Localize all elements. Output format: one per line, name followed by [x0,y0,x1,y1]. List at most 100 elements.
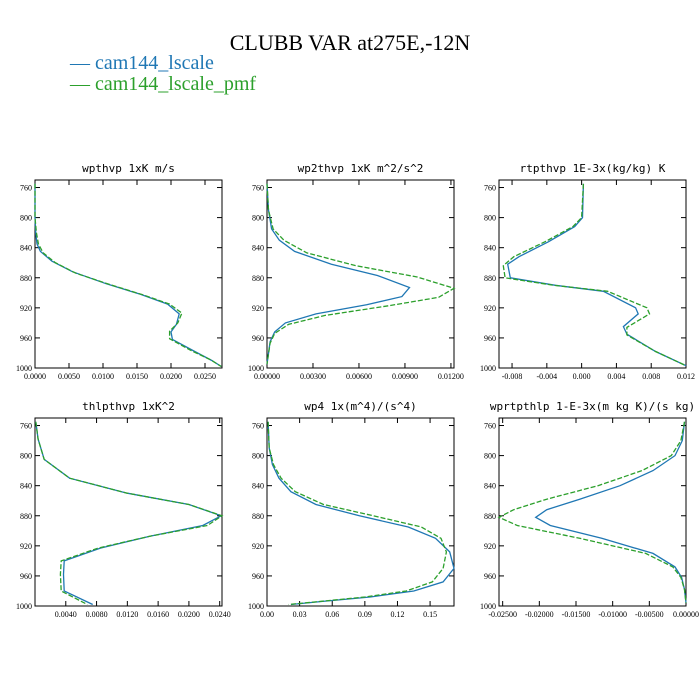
y-tick-label: 760 [484,422,496,431]
legend-label-0: cam144_lscale [95,52,214,74]
legend-line-1: — [70,73,95,95]
series-line-cam144_lscale [34,183,222,368]
panel-title-5: wprtpthlp 1-E-3x(m kg K)/(s kg) [490,400,695,413]
y-tick-label: 880 [20,274,32,283]
panel-4: wp4 1x(m^4)/(s^4)76080084088092096010000… [248,400,455,619]
x-tick-label: 0.0040 [55,610,77,619]
legend-item-1: — cam144_lscale_pmf [70,73,256,96]
panel-frame-1 [266,179,455,369]
x-tick-label: 0.12 [390,610,404,619]
x-tick-label: 0.15 [423,610,437,619]
x-tick-label: 0.008 [642,372,660,381]
y-tick-label: 960 [20,572,32,581]
y-tick-label: 800 [20,452,32,461]
x-tick-label: -0.008 [502,372,523,381]
x-tick-label: -0.01500 [562,610,591,619]
y-tick-label: 960 [484,334,496,343]
y-tick-label: 800 [484,214,496,223]
y-tick-label: 840 [252,244,264,253]
x-tick-label: -0.02000 [525,610,554,619]
series-line-cam144_lscale [35,421,223,606]
x-tick-label: 0.03 [293,610,307,619]
panel-5: wprtpthlp 1-E-3x(m kg K)/(s kg) 760 800 840… [480,400,699,619]
y-tick-label: 1000 [480,364,496,373]
y-tick-label: 1000 [248,364,264,373]
series-line-cam144_lscale [266,183,411,365]
legend-line-0: — [70,52,95,74]
y-tick-label: 920 [20,542,32,551]
panel-frame-0 [34,179,223,369]
y-tick-label: 840 [20,244,32,253]
panel-title-1: wp2thvp 1xK m^2/s^2 [298,162,424,175]
x-tick-label: 0.00600 [346,372,372,381]
x-tick-label: 0.004 [607,372,625,381]
y-tick-label: 920 [484,304,496,313]
x-tick-label: 0.0080 [86,610,108,619]
series-line-cam144_lscale [267,421,455,606]
y-tick-label: 920 [252,542,264,551]
y-tick-label: 840 [484,244,496,253]
y-tick-label: 1000 [480,602,496,611]
x-tick-label: 0.00 [260,610,274,619]
y-tick-label: 760 [484,184,496,193]
x-tick-label: 0.00000 [673,610,699,619]
y-tick-label: 800 [252,452,264,461]
y-tick-label: 880 [20,512,32,521]
x-tick-label: -0.01000 [598,610,627,619]
panel-title-0: wpthvp 1xK m/s [82,162,175,175]
series-line-cam144_lscale_pmf [266,183,456,365]
x-tick-label: 0.000 [573,372,591,381]
series-line-cam144_lscale_pmf [267,421,448,606]
y-tick-label: 960 [484,572,496,581]
panel-2: rtpthvp 1E-3x(kg/kg) K 760 800 840 880 920 960… [480,162,695,381]
y-tick-label: 840 [252,482,264,491]
y-tick-label: 1000 [248,602,264,611]
panel-title-2: rtpthvp 1E-3x(kg/kg) K [520,162,666,175]
series-line-cam144_lscale_pmf [497,421,687,604]
series-line-cam144_lscale_pmf [34,183,222,368]
x-tick-label: 0.00000 [254,372,280,381]
x-tick-label: 0.0100 [92,372,114,381]
x-tick-label: 0.0160 [147,610,169,619]
panel-frame-2 [498,179,687,369]
y-tick-label: 880 [484,512,496,521]
x-tick-label: 0.09 [358,610,372,619]
x-tick-label: 0.0120 [116,610,138,619]
y-tick-label: 920 [20,304,32,313]
x-tick-label: -0.00500 [635,610,664,619]
panel-frame-3 [34,417,223,607]
y-tick-label: 840 [20,482,32,491]
y-tick-label: 880 [252,512,264,521]
y-tick-label: 1000 [16,364,32,373]
x-tick-label: 0.0200 [178,610,200,619]
x-tick-label: 0.00900 [392,372,418,381]
y-tick-label: 960 [252,334,264,343]
x-tick-label: 0.00300 [300,372,326,381]
panel-title-4: wp4 1x(m^4)/(s^4) [304,400,417,413]
y-tick-label: 760 [20,184,32,193]
panel-1: wp2thvp 1xK m^2/s^2 760 800 840 880 920 960 100… [248,162,464,381]
x-tick-label: 0.06 [325,610,339,619]
y-tick-label: 800 [20,214,32,223]
legend-label-1: cam144_lscale_pmf [95,73,257,95]
y-tick-label: 880 [484,274,496,283]
panel-0: wpthvp 1xK m/s 760 800 840 880 920 960 10000.00… [16,162,223,381]
series-line-cam144_lscale_pmf [502,183,687,367]
x-tick-label: 0.0150 [126,372,148,381]
x-tick-label: 0.0000 [24,372,46,381]
y-tick-label: 800 [252,214,264,223]
panel-frame-5 [498,417,687,607]
y-tick-label: 920 [252,304,264,313]
x-tick-label: -0.004 [537,372,558,381]
y-tick-label: 840 [484,482,496,491]
series-line-cam144_lscale [534,421,687,604]
y-tick-label: 760 [252,422,264,431]
y-tick-label: 760 [20,422,32,431]
panel-3: thlpthvp 1xK^2 760 800 840 880 920 960 1000 0.00… [16,400,231,619]
figure-title: CLUBB VAR at275E,-12N [229,30,471,55]
series-line-cam144_lscale_pmf [35,421,224,606]
y-tick-label: 960 [20,334,32,343]
y-tick-label: 880 [252,274,264,283]
x-tick-label: -0.02500 [488,610,517,619]
